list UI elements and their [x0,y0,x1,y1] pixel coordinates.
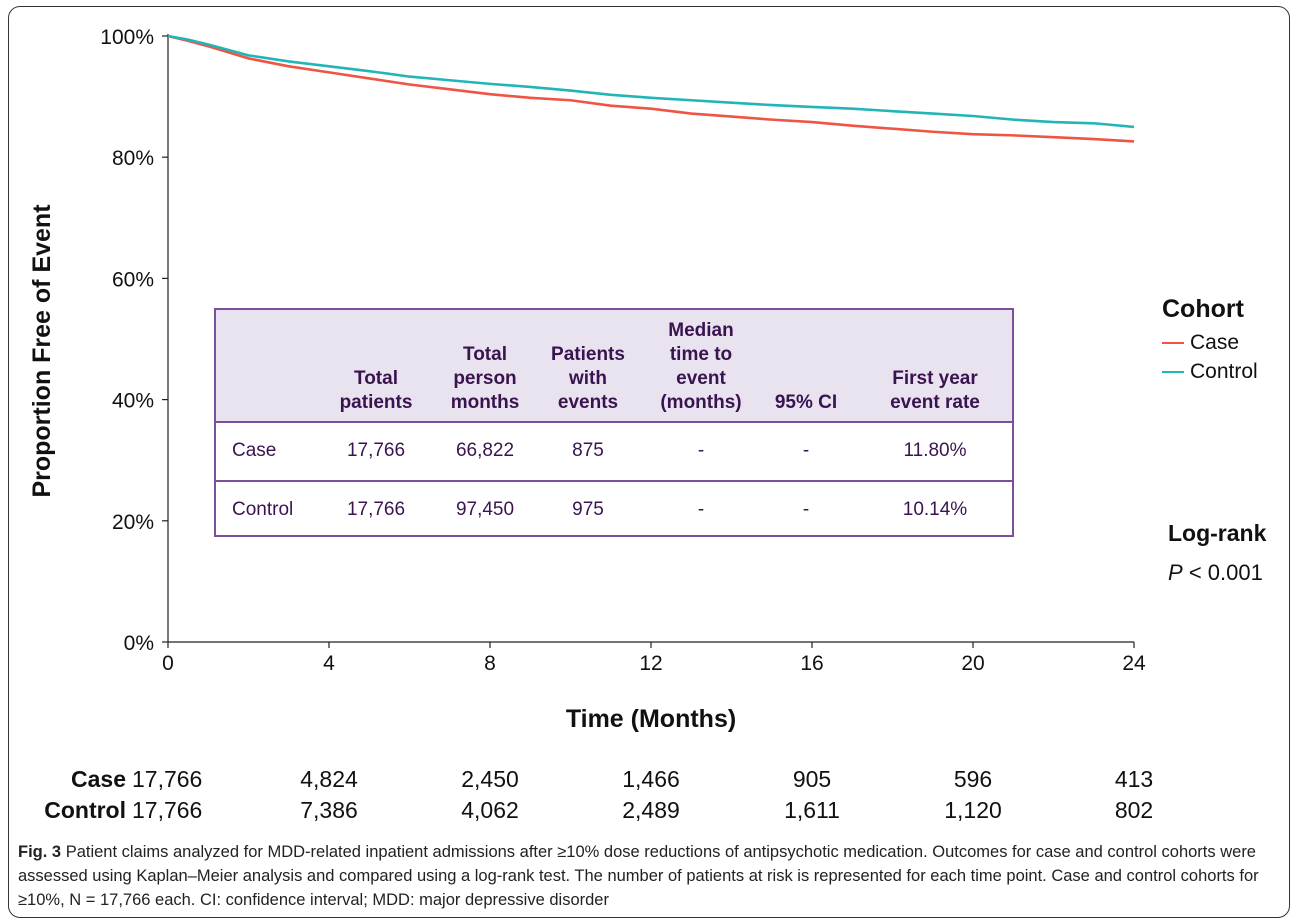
caption-text: Patient claims analyzed for MDD-related … [18,843,1259,909]
x-tick-label: 24 [1122,652,1146,675]
at-risk-value: 413 [1114,766,1154,792]
y-tick-label: 0% [124,632,154,655]
legend-label-case: Case [1190,330,1240,354]
at-risk-value: 1,120 [944,797,1002,823]
summary-row-label: Control [232,499,294,520]
y-tick-label: 60% [112,268,154,291]
at-risk-label-case: Case [71,766,126,792]
summary-cell: 17,766 [346,440,406,461]
summary-table-header: Total patients Total person months Patients wi… [216,310,1012,423]
at-risk-value: 17,766 [132,766,203,792]
x-tick-label: 4 [323,652,335,675]
summary-cell: - [697,440,705,461]
summary-table-row-control: Control 17,766 97,450 975 - - 10.14% [216,482,1012,539]
at-risk-value: 7,386 [300,797,358,823]
summary-header-cell: 95% CI [774,392,838,413]
caption-label: Fig. 3 [18,843,62,861]
figure-caption: Fig. 3 Patient claims analyzed for MDD-r… [18,840,1278,912]
summary-cell: - [697,499,705,520]
summary-cell: 66,822 [455,440,515,461]
at-risk-value: 1,611 [784,797,840,823]
series-line-case [167,34,1135,143]
at-risk-label-control: Control [44,797,126,823]
at-risk-value: 2,489 [622,797,680,823]
at-risk-value: 802 [1114,797,1154,823]
x-tick-label: 8 [484,652,496,675]
summary-cell: 97,450 [455,499,515,520]
legend-item-case: Case [1162,328,1258,357]
logrank-p-value: P < 0.001 [1168,560,1266,586]
x-tick-label: 12 [639,652,662,675]
legend-label-control: Control [1190,359,1258,383]
summary-header-cell: Total patients [339,368,413,413]
legend-title: Cohort [1162,295,1244,323]
at-risk-value: 4,824 [300,766,358,792]
summary-cell: - [802,499,810,520]
summary-header-cell: Patients with events [551,344,625,413]
summary-cell: 875 [572,440,604,461]
at-risk-value: 4,062 [461,797,519,823]
at-risk-value: 905 [792,766,832,792]
x-tick-label: 16 [800,652,823,675]
logrank-title: Log-rank [1168,520,1267,546]
x-tick-label: 20 [961,652,984,675]
summary-cell: - [802,440,810,461]
summary-cell: 975 [572,499,604,520]
summary-cell: 17,766 [346,499,406,520]
series-line-control [167,34,1135,129]
legend-swatch-case [1162,341,1184,344]
y-tick-label: 100% [100,26,154,49]
summary-header-cell: Median time to event (months) [660,320,742,413]
figure-frame [8,6,1290,918]
legend: Cohort Case Control [1162,295,1258,386]
summary-row-label: Case [232,440,277,461]
at-risk-value: 17,766 [132,797,203,823]
x-axis-title: Time (Months) [566,705,736,733]
summary-cell: 11.80% [903,440,967,461]
logrank-annotation: Log-rank P < 0.001 [1168,520,1266,586]
legend-item-control: Control [1162,357,1258,386]
y-tick-label: 20% [112,511,154,534]
summary-header-cell: First year event rate [890,368,980,413]
summary-table: Total patients Total person months Patients wi… [214,308,1014,537]
summary-header-cell: Total person months [450,344,520,413]
y-axis-title: Proportion Free of Event [28,204,56,498]
logrank-p-text: < 0.001 [1188,560,1263,585]
x-tick-label: 0 [162,652,174,675]
at-risk-value: 596 [953,766,993,792]
summary-cell: 10.14% [902,499,968,520]
at-risk-value: 2,450 [461,766,519,792]
summary-table-row-case: Case 17,766 66,822 875 - - 11.80% [216,423,1012,482]
y-tick-label: 80% [112,147,154,170]
legend-swatch-control [1162,370,1184,373]
at-risk-value: 1,466 [622,766,680,792]
logrank-p-symbol: P [1168,560,1183,585]
y-tick-label: 40% [112,390,154,413]
